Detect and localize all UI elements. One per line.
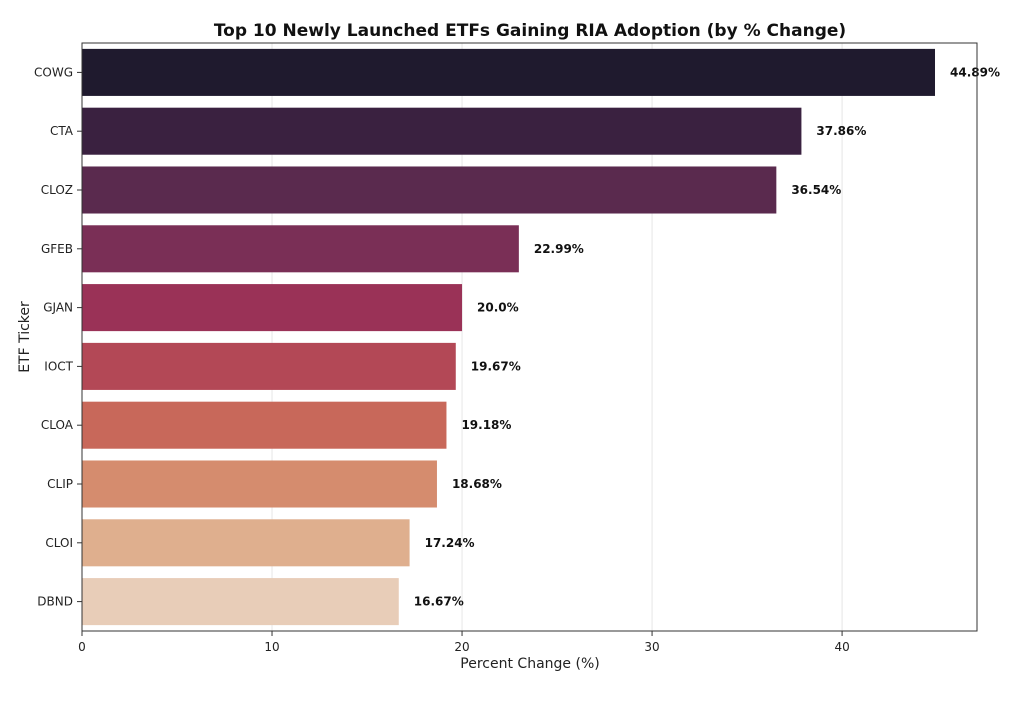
x-tick-label: 0 [78, 640, 86, 654]
y-tick-label-cloi: CLOI [45, 536, 73, 550]
bars-layer [82, 48, 936, 626]
x-axis-label: Percent Change (%) [460, 656, 599, 672]
value-labels-layer: 44.89% 37.86% 36.54% 22.99% 20.0% 19.67% 19.18… [414, 65, 1000, 608]
value-label-ioct: 19.67% [471, 359, 521, 373]
y-tick-label-dbnd: DBND [37, 595, 73, 609]
bar-dbnd [82, 578, 399, 626]
y-tick-label-cloz: CLOZ [41, 183, 73, 197]
bar-cloz [82, 166, 777, 214]
bar-gjan [82, 284, 463, 332]
value-label-cta: 37.86% [816, 124, 866, 138]
bar-gfeb [82, 225, 519, 273]
x-tick-label: 20 [454, 640, 469, 654]
y-tick-label-gfeb: GFEB [41, 242, 73, 256]
value-label-cloi: 17.24% [425, 536, 475, 550]
axes-frame [81, 42, 978, 632]
chart-title: Top 10 Newly Launched ETFs Gaining RIA A… [214, 21, 846, 41]
y-tick-label-cta: CTA [50, 124, 74, 138]
value-label-cowg: 44.89% [950, 65, 1000, 79]
y-ticks-layer: COWG CTA CLOZ GFEB GJAN IOCT CLOA CLIP CLOI DBND [34, 65, 82, 609]
value-label-cloz: 36.54% [791, 183, 841, 197]
y-tick-label-ioct: IOCT [44, 359, 73, 373]
value-label-dbnd: 16.67% [414, 595, 464, 609]
y-tick-label-cloa: CLOA [41, 418, 74, 432]
y-tick-label-clip: CLIP [47, 477, 73, 491]
bar-cta [82, 107, 802, 155]
value-label-clip: 18.68% [452, 477, 502, 491]
value-label-gjan: 20.0% [477, 301, 519, 315]
y-tick-label-cowg: COWG [34, 65, 73, 79]
bar-cloa [82, 401, 447, 449]
y-axis-label: ETF Ticker [17, 301, 33, 373]
value-label-gfeb: 22.99% [534, 242, 584, 256]
x-tick-label: 30 [644, 640, 659, 654]
bar-cloi [82, 519, 410, 567]
x-tick-label: 10 [264, 640, 279, 654]
x-ticks-layer: 0 10 20 30 40 [78, 631, 850, 654]
bar-cowg [82, 48, 936, 96]
x-tick-label: 40 [834, 640, 849, 654]
y-tick-label-gjan: GJAN [43, 301, 73, 315]
bar-clip [82, 460, 437, 508]
value-label-cloa: 19.18% [461, 418, 511, 432]
bar-ioct [82, 342, 456, 390]
